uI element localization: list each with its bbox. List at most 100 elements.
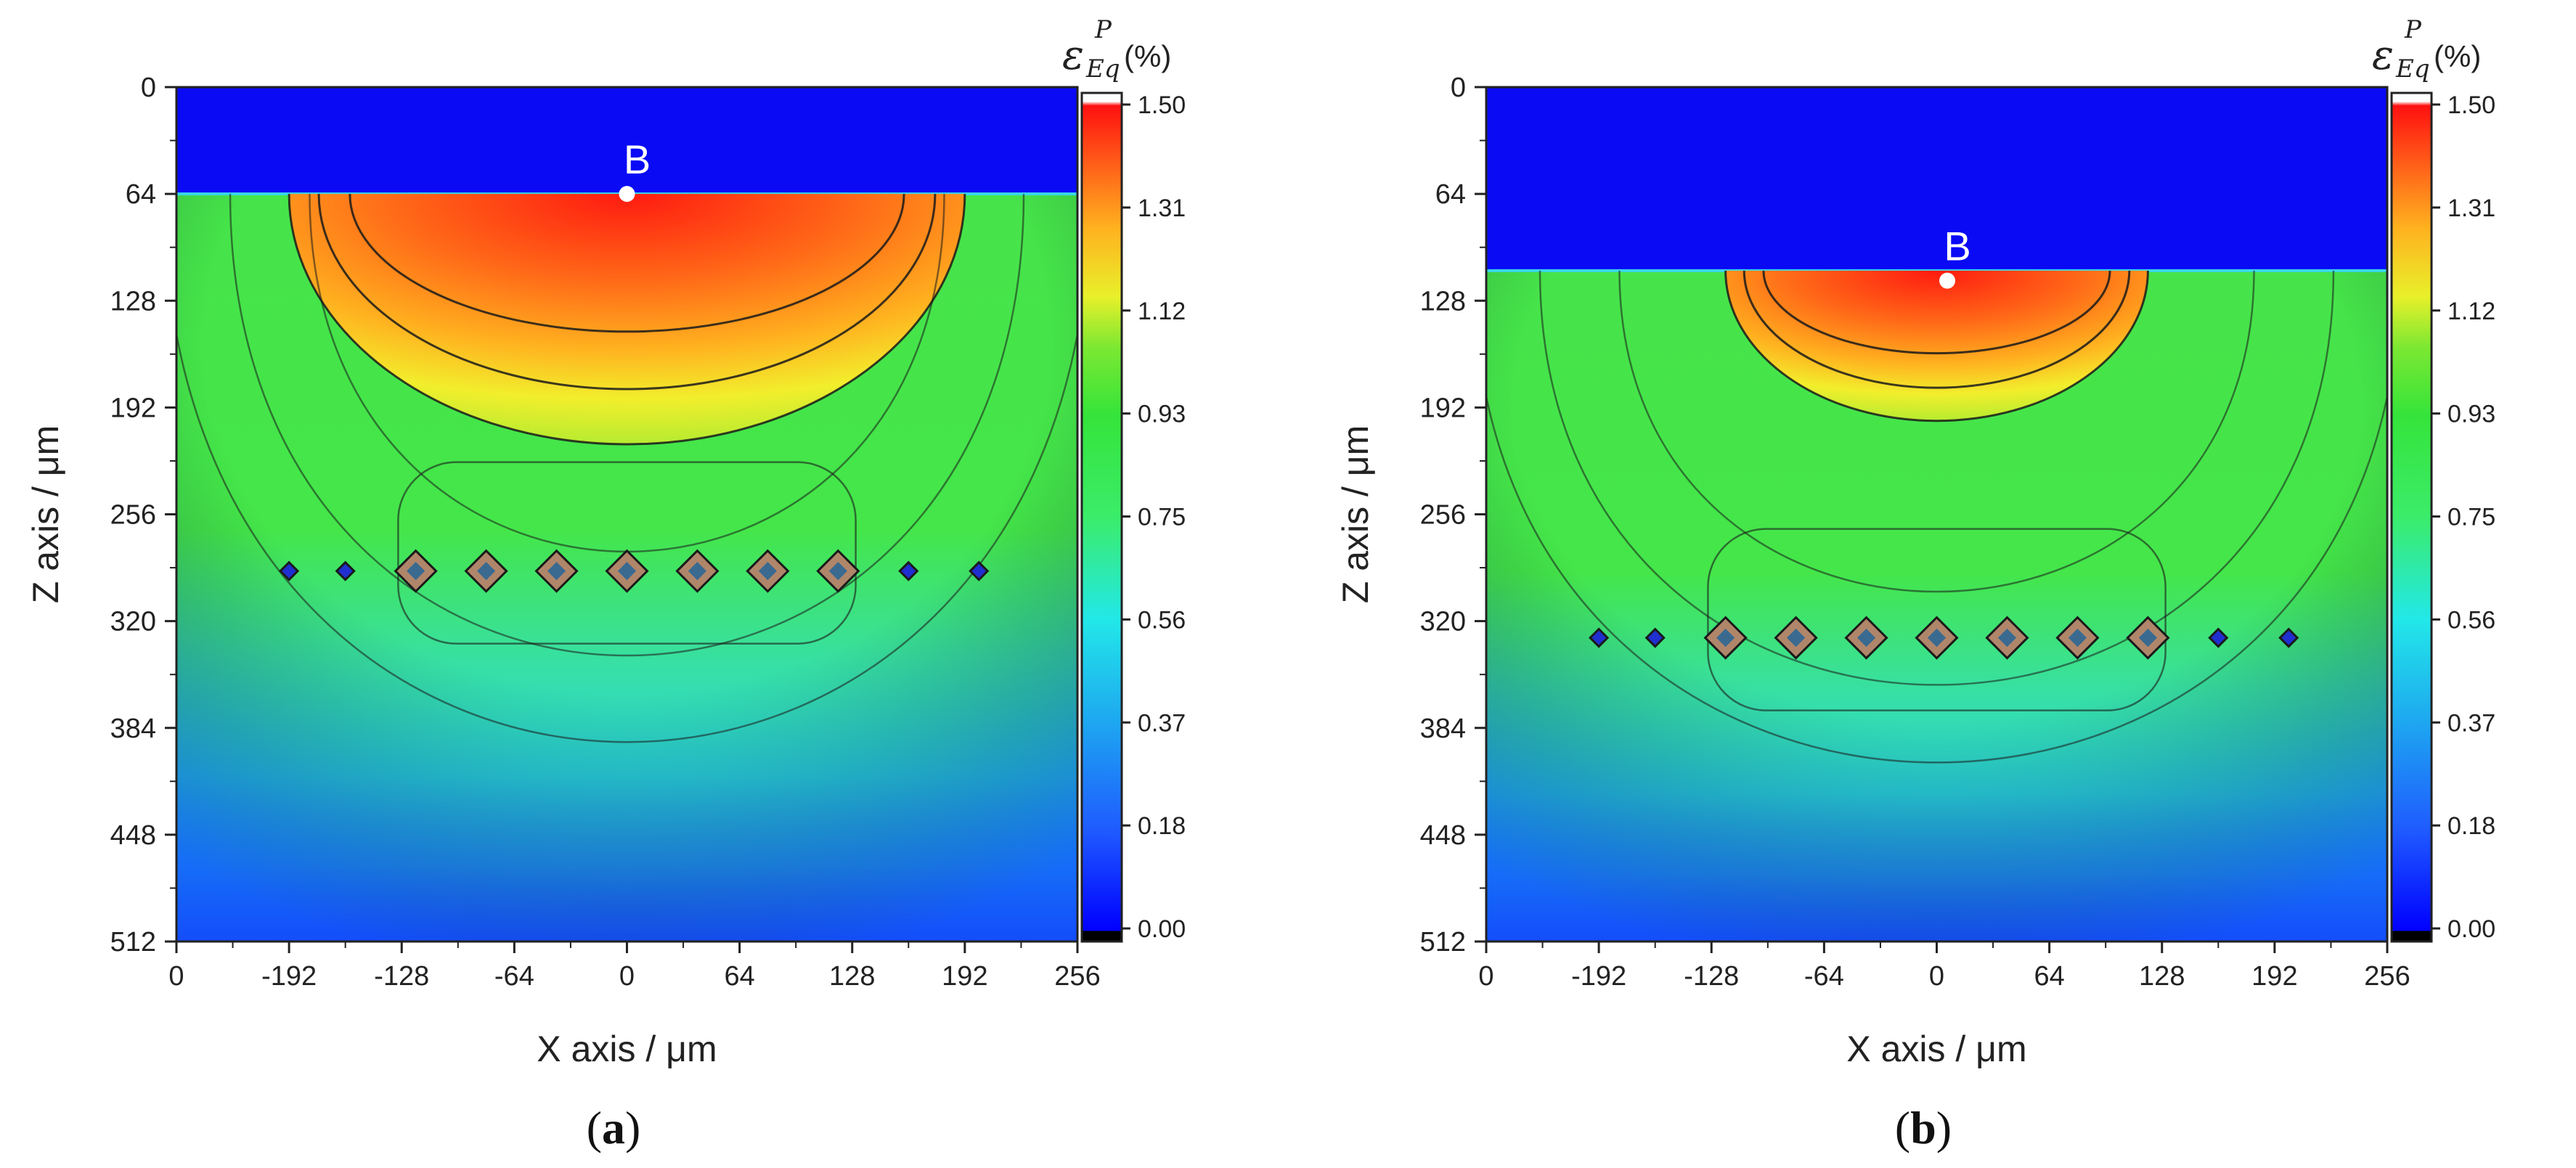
y-tick-label: 384 <box>110 714 156 744</box>
colorbar-tick-label: 0.56 <box>2447 606 2495 634</box>
caption-letter: a <box>602 1102 625 1153</box>
y-tick-label: 0 <box>141 73 156 103</box>
defect-core <box>2138 629 2157 648</box>
defect-marker <box>335 560 356 581</box>
caption-letter: b <box>1910 1102 1936 1153</box>
defect-core <box>1716 629 1735 648</box>
panel-caption: (b) <box>1895 1102 1952 1153</box>
y-tick-label: 192 <box>1420 393 1466 423</box>
strain-contour <box>317 194 937 391</box>
strain-contour <box>229 194 1025 656</box>
x-axis-label: X axis / μm <box>1846 1029 2026 1069</box>
y-axis-label: Z axis / μm <box>1335 425 1376 603</box>
colorbar-tick-label: 1.31 <box>2447 195 2495 222</box>
colorbar-tick-label: 0.75 <box>1138 504 1186 531</box>
strain-contour <box>1538 270 2335 686</box>
defect-core <box>476 562 496 581</box>
x-tick-label: -64 <box>1804 961 1844 992</box>
x-tick-label: -128 <box>374 961 429 992</box>
x-tick-label: 192 <box>942 961 987 992</box>
colorbar-tick-label: 1.12 <box>1138 298 1186 325</box>
strain-contour <box>288 194 966 446</box>
defect-core <box>407 562 425 581</box>
colorbar-superscript: P <box>1094 15 1112 44</box>
colorbar-unit: (%) <box>1124 39 1171 73</box>
colorbar-tick-label: 0.56 <box>1138 606 1186 634</box>
defect-marker <box>1589 627 1610 648</box>
defect-core <box>547 562 566 581</box>
y-tick-label: 0 <box>1451 73 1466 103</box>
strain-contour <box>1486 391 2387 764</box>
panel-b: B 0 64 128 192 256 320 384 448 512 0 -192 -128 -64 0 64… <box>1335 15 2495 1153</box>
x-tick-label: -128 <box>1684 961 1739 992</box>
colorbar-tick-label: 0.37 <box>1138 709 1186 737</box>
point-b-marker <box>1939 272 1956 289</box>
defect-marker <box>969 560 990 581</box>
defect-core <box>828 562 847 581</box>
colorbar-tick-label: 0.75 <box>2447 504 2495 531</box>
colorbar-symbol: ε <box>1062 32 1084 79</box>
caption-open-paren: ( <box>1895 1102 1910 1153</box>
defect-marker <box>2278 627 2299 648</box>
colorbar-subscript: Eq <box>1085 54 1120 83</box>
point-b-marker <box>619 186 635 203</box>
x-tick-label: 0 <box>168 961 184 992</box>
colorbar-tick-label: 0.18 <box>1138 812 1186 840</box>
x-tick-label: -192 <box>1571 961 1626 992</box>
defect-core <box>688 562 707 581</box>
defect-marker <box>898 560 919 581</box>
y-tick-label: 256 <box>1420 500 1466 531</box>
caption-close-paren: ) <box>1936 1102 1952 1153</box>
point-b-label: B <box>624 136 651 182</box>
defect-core <box>617 562 637 581</box>
colorbar-tick-label: 0.18 <box>2447 812 2495 840</box>
colorbar-symbol: ε <box>2372 32 2394 79</box>
caption-close-paren: ) <box>625 1102 640 1153</box>
colorbar-tick-label: 0.37 <box>2447 709 2495 737</box>
colorbar <box>2390 91 2433 943</box>
y-tick-label: 128 <box>1420 286 1466 316</box>
plot-area <box>1486 87 2387 942</box>
colorbar-tick-label: 1.50 <box>2447 91 2495 119</box>
x-tick-label: 64 <box>2034 961 2064 992</box>
defect-core <box>758 562 778 581</box>
x-tick-label: 0 <box>1929 961 1944 992</box>
colorbar-title: εP Eq (%) <box>2372 15 2481 83</box>
x-tick-label: 256 <box>1054 961 1100 992</box>
x-tick-label: 0 <box>619 961 635 992</box>
colorbar-tick-label: 1.12 <box>2447 298 2495 325</box>
x-tick-label: 0 <box>1478 961 1493 992</box>
defect-marker <box>1644 627 1666 648</box>
x-tick-label: 64 <box>724 961 754 992</box>
defect-core <box>1856 629 1876 648</box>
y-tick-label: 512 <box>110 927 156 957</box>
x-axis-label: X axis / μm <box>537 1029 717 1069</box>
x-tick-label: -192 <box>261 961 317 992</box>
colorbar-subscript: Eq <box>2395 54 2430 83</box>
defect-core <box>1927 629 1947 648</box>
y-tick-label: 128 <box>110 286 156 316</box>
defect-core <box>1997 629 2017 648</box>
y-tick-label: 192 <box>110 393 156 423</box>
defect-marker <box>279 560 300 581</box>
strain-contour <box>1762 270 2111 354</box>
x-tick-label: 192 <box>2251 961 2297 992</box>
strain-contour <box>397 461 857 645</box>
strain-contour <box>176 328 1077 743</box>
colorbar-tick-label: 0.93 <box>2447 401 2495 428</box>
colorbar-superscript: P <box>2404 15 2422 44</box>
x-tick-label: 128 <box>829 961 875 992</box>
defect-core <box>2068 629 2087 648</box>
colorbar-title: εP Eq (%) <box>1062 15 1171 83</box>
plastic-zone <box>289 194 965 444</box>
colorbar-tick-label: 0.00 <box>2447 915 2495 943</box>
x-tick-label: 256 <box>2364 961 2410 992</box>
strain-contour <box>1618 270 2255 593</box>
x-tick-label: 128 <box>2139 961 2185 992</box>
strain-contour <box>1743 270 2131 389</box>
y-tick-label: 512 <box>1420 927 1466 957</box>
colorbar <box>1080 91 1123 943</box>
point-b-label: B <box>1944 224 1970 269</box>
defect-marker <box>2208 627 2229 648</box>
